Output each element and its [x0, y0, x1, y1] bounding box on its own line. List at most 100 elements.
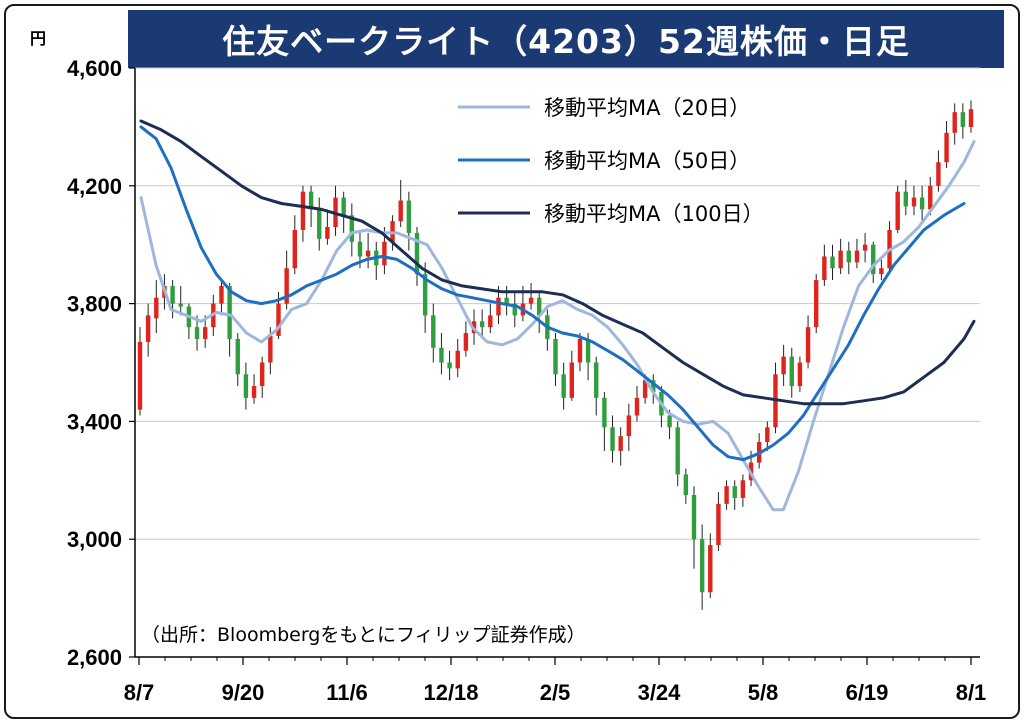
candle-body: [284, 268, 289, 304]
candle-body: [683, 474, 689, 496]
y-tick-label: 3,800: [67, 292, 122, 317]
candle-body: [170, 285, 175, 304]
y-axis-ticks: 4,600 4,200 3,800 3,400 3,000 2,600: [67, 56, 135, 670]
candle-body: [422, 274, 428, 316]
candle-body: [797, 362, 803, 387]
candle-body: [862, 244, 868, 251]
candle-body: [178, 303, 183, 307]
candle-body: [594, 362, 599, 398]
candle-body: [928, 185, 933, 210]
candle-body: [830, 256, 835, 269]
candle-body: [154, 297, 159, 319]
candle-body: [292, 229, 297, 269]
candle-body: [235, 338, 240, 375]
candle-body: [357, 241, 363, 257]
candle-body: [398, 200, 403, 222]
x-tick-label: 2/5: [540, 680, 571, 705]
candle-body: [846, 250, 851, 263]
candle-body: [854, 250, 860, 263]
candle-body: [781, 356, 786, 375]
candle-body: [512, 303, 517, 316]
candle-body: [716, 503, 721, 546]
candle-body: [349, 215, 355, 242]
candle-body: [814, 280, 819, 328]
legend-label: 移動平均MA（50日）: [544, 149, 750, 173]
candle-body: [577, 338, 583, 363]
candle-body: [325, 227, 330, 239]
legend-label: 移動平均MA（20日）: [544, 96, 750, 120]
x-tick-label: 12/18: [423, 680, 478, 705]
candle-body: [879, 268, 884, 275]
x-tick-label: 8/7: [124, 680, 155, 705]
x-tick-label: 8/1: [956, 680, 987, 705]
candle-body: [561, 374, 566, 398]
gridlines: [135, 67, 980, 540]
candle-body: [145, 315, 151, 342]
candle-body: [618, 436, 623, 451]
candle-body: [308, 191, 314, 210]
candle-body: [699, 539, 705, 593]
candle-body: [414, 232, 420, 275]
candle-body: [911, 197, 917, 207]
candle-body: [447, 362, 452, 369]
candle-body: [944, 132, 949, 163]
candle-body: [553, 338, 558, 375]
candle-body: [528, 297, 534, 304]
candlesticks: [137, 100, 974, 610]
candle-body: [708, 545, 713, 593]
candle-body: [260, 362, 265, 387]
candle-body: [936, 162, 941, 186]
x-tick-label: 11/6: [326, 680, 368, 705]
y-tick-label: 4,600: [67, 56, 122, 81]
candle-body: [439, 347, 444, 363]
candle-body: [317, 209, 322, 239]
candle-body: [504, 297, 509, 304]
ma-line-1: [139, 125, 966, 462]
candle-body: [740, 480, 746, 498]
x-tick-label: 9/20: [222, 680, 265, 705]
candle-body: [610, 427, 615, 451]
y-unit-label: 円: [30, 29, 47, 48]
candle-body: [805, 327, 811, 363]
candle-body: [634, 397, 640, 416]
candle-body: [626, 415, 632, 437]
candle-body: [602, 397, 607, 428]
candle-body: [952, 112, 957, 133]
candle-body: [724, 486, 729, 504]
candle-body: [463, 333, 469, 351]
candle-body: [243, 374, 249, 398]
candle-body: [651, 380, 656, 392]
candle-body: [268, 335, 273, 363]
x-axis-ticks: 8/7 9/20 11/6 12/18 2/5 3/24 5/8 6/19 8/1: [124, 657, 987, 705]
candle-body: [968, 109, 974, 127]
candle-body: [496, 297, 501, 316]
candle-body: [137, 341, 143, 410]
candle-body: [960, 112, 966, 127]
x-tick-label: 3/24: [638, 680, 682, 705]
candle-body: [765, 427, 770, 443]
candle-body: [300, 191, 306, 230]
candle-body: [691, 495, 697, 540]
y-tick-label: 3,400: [67, 409, 122, 434]
legend-label: 移動平均MA（100日）: [544, 202, 764, 226]
candle-body: [838, 250, 843, 269]
candle-body: [871, 244, 876, 275]
x-tick-label: 5/8: [748, 680, 779, 705]
candle-body: [895, 191, 900, 230]
candle-body: [903, 191, 909, 207]
y-tick-label: 2,600: [67, 645, 122, 670]
candle-body: [227, 285, 232, 339]
candle-body: [251, 386, 257, 398]
candle-body: [382, 241, 387, 266]
candle-body: [642, 380, 648, 398]
candle-body: [365, 250, 371, 257]
candle-body: [455, 350, 460, 369]
candle-body: [569, 362, 574, 398]
x-tick-label: 6/19: [846, 680, 889, 705]
ma-line-2: [139, 119, 976, 406]
candle-body: [406, 200, 412, 233]
candle-body: [341, 197, 346, 216]
moving-average-lines: [139, 119, 976, 512]
candle-body: [822, 256, 827, 281]
